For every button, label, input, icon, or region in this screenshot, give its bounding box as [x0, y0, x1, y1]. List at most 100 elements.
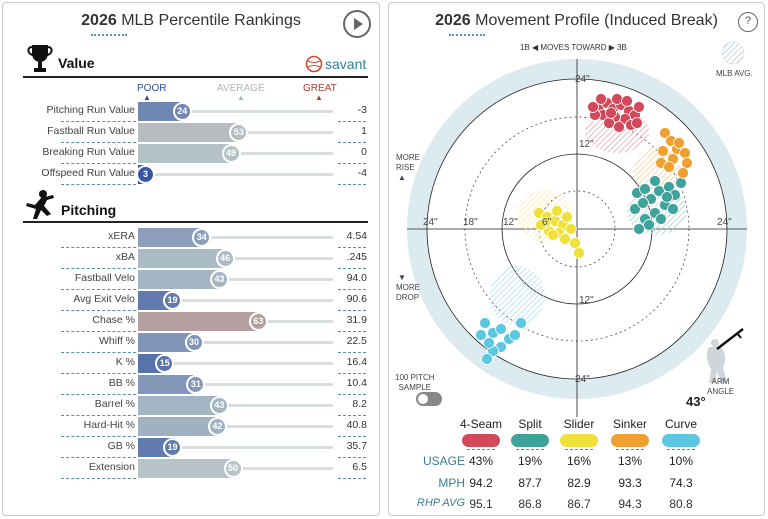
percentile-bubble: 43 — [209, 270, 229, 289]
sample-line2: SAMPLE — [398, 383, 432, 392]
pitch-sample-toggle[interactable] — [416, 392, 442, 406]
metric-label: Whiff % — [99, 335, 135, 347]
row-dash-right — [338, 247, 366, 248]
row-dash-right — [338, 373, 366, 374]
pitch-color-swatch[interactable] — [462, 434, 500, 447]
row-dash-left — [61, 331, 136, 332]
pitch-dot — [673, 137, 685, 149]
percentile-row[interactable]: xERA 34 4.54 — [3, 227, 381, 248]
drop-arrow-icon: ▼ — [398, 273, 406, 282]
pitch-dot — [559, 233, 571, 245]
percentile-track — [138, 446, 333, 449]
metric-value: 10.4 — [346, 377, 367, 389]
pitch-dot — [565, 223, 577, 235]
row-dash-right — [338, 394, 366, 395]
pitch-usage-cell: 16% — [566, 454, 592, 468]
percentile-row[interactable]: Hard-Hit % 42 40.8 — [3, 416, 381, 437]
pitch-dot — [595, 93, 607, 105]
row-dash-right — [338, 289, 366, 290]
percentile-bar — [138, 417, 220, 436]
pitch-mph-cell: 94.2 — [469, 476, 493, 490]
percentile-row[interactable]: xBA 46 .245 — [3, 248, 381, 269]
pitch-dot — [631, 117, 643, 129]
play-icon — [354, 18, 363, 30]
pitch-color-swatch[interactable] — [560, 434, 598, 447]
pitch-dot — [561, 211, 573, 223]
metric-label: xBA — [115, 251, 135, 263]
percentile-bubble: 46 — [215, 249, 235, 268]
row-dash-left — [61, 289, 136, 290]
pitch-mph-cell: 74.3 — [669, 476, 693, 490]
moves-3b: 3B — [617, 43, 627, 52]
percentile-row[interactable]: Breaking Run Value 49 0 — [3, 143, 381, 164]
percentile-row[interactable]: Avg Exit Velo 19 90.6 — [3, 290, 381, 311]
pitch-dot — [495, 323, 507, 335]
arm-angle-line1: ARM — [711, 377, 730, 386]
movement-profile-panel: 2026 Movement Profile (Induced Break) ? — [388, 2, 765, 516]
percentile-row[interactable]: Fastball Run Value 53 1 — [3, 122, 381, 143]
pitch-dot — [681, 157, 693, 169]
percentile-row[interactable]: Offspeed Run Value 3 -4 — [3, 164, 381, 185]
trophy-icon — [27, 45, 53, 72]
metric-label: K % — [115, 356, 135, 368]
scale-great: GREAT — [303, 83, 337, 94]
pitch-color-swatch[interactable] — [611, 434, 649, 447]
percentile-bar — [138, 123, 242, 142]
metric-value: .245 — [346, 251, 367, 263]
metric-value: 4.54 — [346, 230, 367, 242]
row-dash-right — [338, 331, 366, 332]
pitch-dot — [675, 177, 687, 189]
row-dash-right — [338, 184, 366, 185]
percentile-bubble: 19 — [163, 291, 183, 310]
percentile-bar — [138, 459, 236, 478]
pitch-color-swatch[interactable] — [662, 434, 700, 447]
title-underline — [449, 34, 485, 36]
percentile-track — [138, 110, 333, 113]
pitch-dot — [633, 223, 645, 235]
percentile-bar — [138, 312, 261, 331]
percentile-row[interactable]: Fastball Velo 43 94.0 — [3, 269, 381, 290]
percentile-row[interactable]: GB % 19 35.7 — [3, 437, 381, 458]
row-dash-left — [61, 163, 136, 164]
mlb-avg-curve — [489, 266, 545, 326]
metric-label: Pitching Run Value — [46, 104, 135, 116]
pitch-rhp-cell: 86.7 — [567, 497, 591, 511]
percentile-title: 2026 MLB Percentile Rankings — [3, 12, 379, 30]
pitch-name: Split — [518, 417, 542, 431]
savant-logo-icon — [305, 55, 323, 73]
percentile-row[interactable]: BB % 31 10.4 — [3, 374, 381, 395]
percentile-bubble: 15 — [155, 354, 175, 373]
percentile-row[interactable]: Pitching Run Value 24 -3 — [3, 101, 381, 122]
percentile-track — [138, 278, 333, 281]
percentile-row[interactable]: Barrel % 43 8.2 — [3, 395, 381, 416]
percentile-track — [138, 236, 333, 239]
pitch-mph-cell: 93.3 — [618, 476, 642, 490]
pitch-name: Slider — [563, 417, 595, 431]
pitch-dot — [481, 353, 493, 365]
pitch-usage-cell: 43% — [468, 454, 494, 468]
row-dash-left — [61, 247, 136, 248]
percentile-row[interactable]: Chase % 63 31.9 — [3, 311, 381, 332]
scale-average-arrow: ▲ — [237, 93, 245, 102]
row-dash-right — [338, 142, 366, 143]
table-row-label: MPH — [438, 476, 465, 490]
help-button[interactable]: ? — [738, 12, 758, 32]
pitch-color-swatch[interactable] — [511, 434, 549, 447]
row-dash-left — [61, 415, 136, 416]
percentile-bar — [138, 270, 222, 289]
metric-value: -4 — [357, 167, 367, 179]
pitch-dot — [659, 127, 671, 139]
moves-toward-label: 1B ◀ MOVES TOWARD ▶ 3B — [520, 43, 627, 52]
more-drop-line2: DROP — [396, 293, 420, 302]
percentile-track — [138, 425, 333, 428]
pitch-divider — [616, 449, 644, 450]
row-dash-right — [338, 415, 366, 416]
percentile-row[interactable]: Whiff % 30 22.5 — [3, 332, 381, 353]
row-dash-right — [338, 268, 366, 269]
play-button[interactable] — [343, 10, 371, 38]
percentile-row[interactable]: K % 15 16.4 — [3, 353, 381, 374]
percentile-row[interactable]: Extension 50 6.5 — [3, 458, 381, 479]
toggle-knob — [418, 394, 428, 404]
percentile-track — [138, 404, 333, 407]
percentile-bubble: 30 — [184, 333, 204, 352]
